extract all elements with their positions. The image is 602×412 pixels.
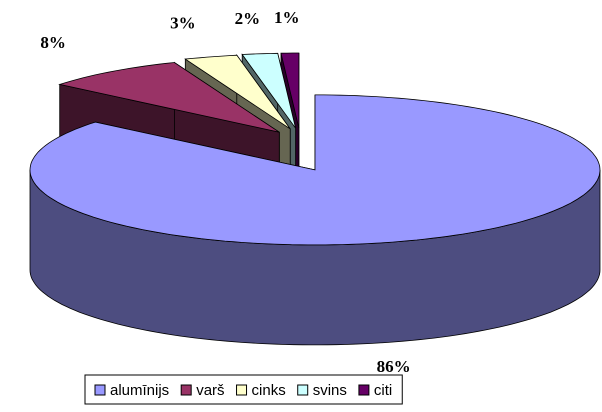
legend-label: cinks — [252, 382, 286, 399]
legend-swatch — [297, 384, 309, 396]
legend-label: alumīnijs — [110, 382, 169, 399]
pie-label: 8% — [40, 33, 66, 52]
legend-swatch — [94, 384, 106, 396]
legend-swatch — [180, 384, 192, 396]
legend-swatch — [358, 384, 370, 396]
pie-label: 86% — [377, 357, 411, 376]
slice-top — [241, 52, 296, 129]
slice-top — [280, 52, 300, 129]
pie-label: 3% — [170, 13, 196, 32]
pie-slice — [29, 94, 601, 346]
pie-label: 2% — [235, 9, 261, 28]
pie-label: 1% — [274, 8, 300, 27]
legend-label: varš — [196, 382, 224, 399]
legend-label: svins — [313, 382, 347, 399]
slice-top — [29, 94, 601, 246]
legend-label: citi — [374, 382, 392, 399]
slice-top — [58, 62, 280, 133]
slice-top — [184, 54, 291, 130]
legend-swatch — [236, 384, 248, 396]
